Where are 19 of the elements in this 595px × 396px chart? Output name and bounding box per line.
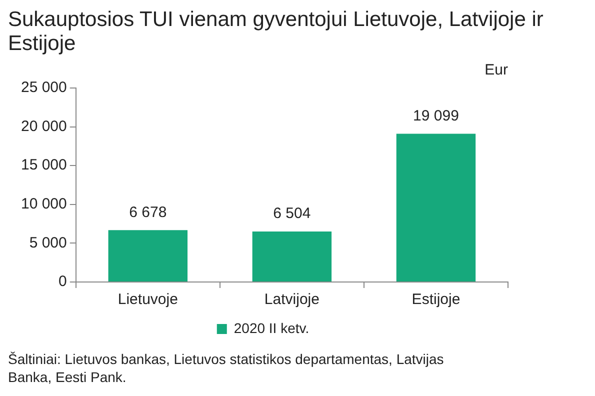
- y-tick-label: 0: [58, 273, 67, 290]
- legend-label: 2020 II ketv.: [234, 320, 310, 336]
- y-tick-label: 15 000: [20, 156, 67, 174]
- data-label: 19 099: [413, 107, 459, 124]
- data-label: 6 678: [129, 204, 167, 221]
- bar: [108, 230, 188, 282]
- x-tick-label: Lietuvoje: [118, 291, 178, 308]
- y-tick-label: 10 000: [20, 196, 67, 213]
- x-tick-label: Latvijoje: [264, 291, 320, 308]
- text: Šaltiniai: Lietuvos bankas, Lietuvos statistikos departamentas, Latvijas Banka, Eesti Pank.: [8, 350, 445, 386]
- data-label: 6 504: [273, 205, 311, 222]
- y-tick-label: 20 000: [20, 118, 67, 135]
- x-tick-label: Estijoje: [412, 291, 460, 308]
- y-axis-title: Eur: [484, 62, 508, 79]
- bar: [252, 232, 332, 282]
- chart-title: Sukauptosios TUI vienam gyventojui Lietuvoje, Latvijoje ir Estijoje: [8, 8, 544, 56]
- y-tick-label: 25 000: [20, 79, 67, 96]
- bar: [396, 134, 476, 282]
- y-tick-label: 5 000: [29, 234, 67, 252]
